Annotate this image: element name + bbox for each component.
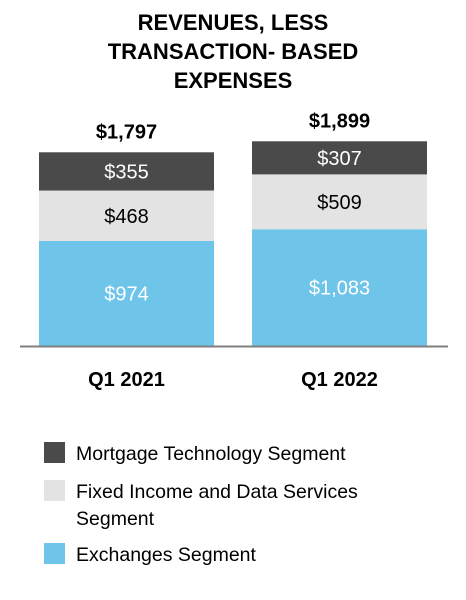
legend-label-fixed-income-data-line-1: Fixed Income and Data Services bbox=[76, 481, 358, 503]
chart-title-line-2: TRANSACTION- BASED bbox=[107, 39, 359, 64]
data-label-exchanges-segment-q1-2021: $974 bbox=[104, 284, 149, 306]
chart-title-line-1: REVENUES, LESS bbox=[137, 10, 329, 35]
bar-fixed-income-and-data-services-segment-q1-2022 bbox=[252, 174, 427, 230]
data-label-fixed-income-and-data-services-segment-q1-2021: $468 bbox=[104, 206, 149, 228]
data-label-exchanges-segment-q1-2022: $1,083 bbox=[309, 278, 370, 300]
total-label-q1-2021: $1,797 bbox=[96, 121, 157, 143]
legend-swatch-exchanges bbox=[44, 543, 65, 564]
chart-title-line-3: EXPENSES bbox=[173, 68, 293, 93]
legend-label-mortgage-technology: Mortgage Technology Segment bbox=[76, 443, 346, 465]
legend-label-exchanges: Exchanges Segment bbox=[76, 544, 256, 566]
bar-fixed-income-and-data-services-segment-q1-2021 bbox=[39, 190, 214, 242]
legend-label-fixed-income-data-line-2: Segment bbox=[76, 508, 155, 530]
bar-exchanges-segment-q1-2021 bbox=[39, 241, 214, 346]
bar-exchanges-segment-q1-2022 bbox=[252, 229, 427, 346]
data-label-mortgage-technology-segment-q1-2022: $307 bbox=[317, 148, 362, 170]
category-label-q1-2022: Q1 2022 bbox=[301, 369, 378, 391]
total-label-q1-2022: $1,899 bbox=[309, 110, 370, 132]
bar-mortgage-technology-segment-q1-2021 bbox=[39, 152, 214, 191]
category-label-q1-2021: Q1 2021 bbox=[88, 369, 165, 391]
legend-swatch-fixed-income-data bbox=[44, 480, 65, 501]
data-label-mortgage-technology-segment-q1-2021: $355 bbox=[104, 161, 149, 183]
legend-swatch-mortgage-technology bbox=[44, 442, 65, 463]
chart-title: REVENUES, LESS TRANSACTION- BASED EXPENS… bbox=[0, 8, 466, 95]
bar-mortgage-technology-segment-q1-2022 bbox=[252, 141, 427, 175]
data-label-fixed-income-and-data-services-segment-q1-2022: $509 bbox=[317, 192, 362, 214]
